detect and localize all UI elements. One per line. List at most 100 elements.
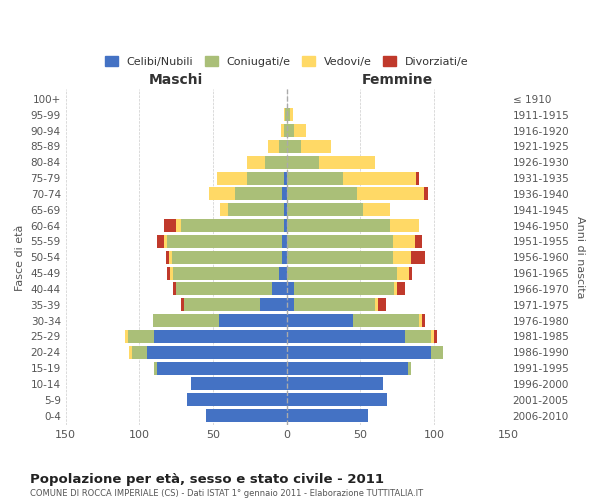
Bar (128, 330, 154, 343)
Bar (147, 346, 287, 359)
Bar (284, 204, 287, 216)
Bar (393, 235, 415, 248)
Bar (287, 188, 358, 200)
Bar (410, 251, 425, 264)
Bar (184, 298, 260, 312)
Bar (287, 362, 407, 374)
Text: COMUNE DI ROCCA IMPERIALE (CS) - Dati ISTAT 1° gennaio 2011 - Elaborazione TUTTI: COMUNE DI ROCCA IMPERIALE (CS) - Dati IS… (30, 489, 423, 498)
Text: Femmine: Femmine (362, 73, 433, 87)
Bar (129, 346, 132, 359)
Text: Maschi: Maschi (149, 73, 203, 87)
Bar (169, 251, 172, 264)
Bar (287, 235, 393, 248)
Bar (353, 314, 419, 327)
Bar (397, 282, 404, 296)
Bar (173, 266, 280, 280)
Bar (287, 219, 390, 232)
Bar (431, 330, 434, 343)
Bar (294, 124, 306, 137)
Bar (173, 282, 176, 296)
Bar (434, 330, 437, 343)
Bar (364, 204, 390, 216)
Bar (287, 330, 404, 343)
Bar (287, 156, 319, 169)
Bar (166, 251, 169, 264)
Bar (390, 219, 419, 232)
Bar (164, 235, 167, 248)
Bar (284, 124, 287, 137)
Bar (301, 140, 331, 153)
Bar (170, 266, 173, 280)
Bar (287, 204, 364, 216)
Bar (284, 108, 285, 122)
Bar (220, 204, 228, 216)
Bar (187, 394, 287, 406)
Bar (219, 314, 287, 327)
Bar (157, 235, 164, 248)
Y-axis label: Anni di nascita: Anni di nascita (575, 216, 585, 298)
Bar (287, 298, 294, 312)
Bar (281, 124, 284, 137)
Bar (167, 235, 283, 248)
Bar (247, 172, 284, 184)
Bar (209, 188, 235, 200)
Bar (228, 204, 284, 216)
Bar (217, 172, 247, 184)
Bar (415, 235, 422, 248)
Bar (378, 298, 386, 312)
Bar (283, 235, 287, 248)
Text: Popolazione per età, sesso e stato civile - 2011: Popolazione per età, sesso e stato civil… (30, 472, 384, 486)
Bar (154, 362, 157, 374)
Bar (284, 172, 287, 184)
Bar (287, 140, 301, 153)
Bar (260, 298, 287, 312)
Bar (181, 298, 184, 312)
Bar (343, 172, 416, 184)
Bar (358, 188, 424, 200)
Bar (285, 108, 287, 122)
Bar (287, 266, 397, 280)
Bar (409, 266, 412, 280)
Bar (416, 172, 419, 184)
Bar (287, 409, 368, 422)
Bar (284, 219, 287, 232)
Bar (272, 282, 287, 296)
Bar (172, 251, 283, 264)
Bar (280, 266, 287, 280)
Bar (268, 140, 280, 153)
Bar (167, 266, 170, 280)
Bar (407, 362, 410, 374)
Bar (191, 378, 287, 390)
Bar (287, 394, 387, 406)
Bar (206, 409, 287, 422)
Bar (393, 251, 410, 264)
Bar (132, 346, 147, 359)
Bar (294, 282, 394, 296)
Legend: Celibi/Nubili, Coniugati/e, Vedovi/e, Divorziati/e: Celibi/Nubili, Coniugati/e, Vedovi/e, Di… (100, 52, 473, 71)
Bar (235, 188, 283, 200)
Bar (397, 266, 409, 280)
Bar (247, 156, 265, 169)
Bar (181, 219, 284, 232)
Y-axis label: Fasce di età: Fasce di età (15, 224, 25, 290)
Bar (287, 346, 431, 359)
Bar (294, 298, 375, 312)
Bar (152, 314, 219, 327)
Bar (283, 251, 287, 264)
Bar (176, 219, 181, 232)
Bar (164, 219, 176, 232)
Bar (375, 298, 378, 312)
Bar (287, 378, 383, 390)
Bar (287, 124, 294, 137)
Bar (287, 251, 393, 264)
Bar (290, 108, 293, 122)
Bar (125, 330, 128, 343)
Bar (419, 314, 422, 327)
Bar (283, 188, 287, 200)
Bar (154, 330, 287, 343)
Bar (176, 282, 272, 296)
Bar (287, 282, 294, 296)
Bar (265, 156, 287, 169)
Bar (424, 188, 428, 200)
Bar (287, 172, 343, 184)
